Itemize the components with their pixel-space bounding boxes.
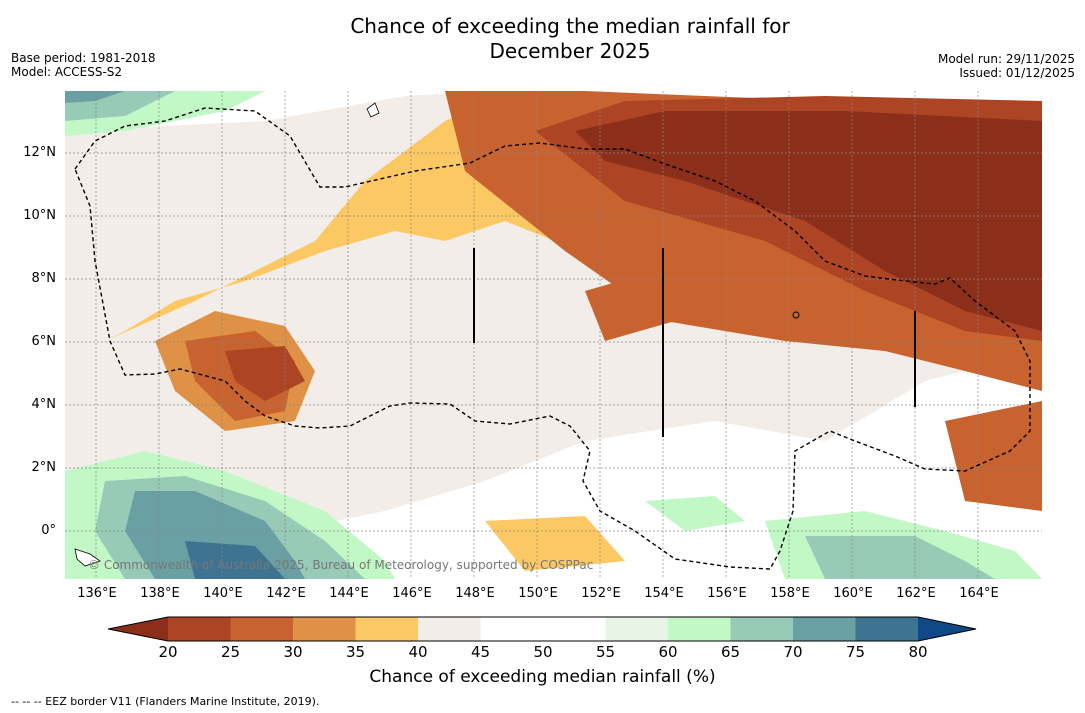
lon-label-142: 142°E bbox=[266, 586, 306, 601]
lat-label-0: 0° bbox=[41, 523, 56, 538]
region-30-east bbox=[945, 401, 1042, 511]
colorbar-tick-65: 65 bbox=[720, 643, 741, 661]
lon-label-154: 154°E bbox=[644, 586, 684, 601]
title-line-1: Chance of exceeding the median rainfall … bbox=[350, 14, 790, 38]
lon-label-152: 152°E bbox=[581, 586, 621, 601]
island-east bbox=[792, 311, 800, 319]
title-line-2: December 2025 bbox=[489, 39, 651, 63]
region-60-south-center bbox=[645, 496, 745, 531]
island-north bbox=[366, 102, 380, 118]
lon-label-146: 146°E bbox=[392, 586, 432, 601]
colorbar-tick-55: 55 bbox=[595, 643, 616, 661]
island-southwest bbox=[74, 548, 101, 567]
colorbar-tick-45: 45 bbox=[470, 643, 491, 661]
colorbar-tick-50: 50 bbox=[533, 643, 553, 661]
colorbar-bin-55-60 bbox=[605, 617, 668, 641]
lon-label-148: 148°E bbox=[455, 586, 495, 601]
left-metadata: Base period: 1981-2018 Model: ACCESS-S2 bbox=[11, 51, 156, 79]
lon-label-150: 150°E bbox=[518, 586, 558, 601]
colorbar-tick-25: 25 bbox=[220, 643, 241, 661]
colorbar-bin-20-25 bbox=[168, 617, 231, 641]
region-65-south-east bbox=[805, 536, 995, 579]
colorbar-bin-35-40 bbox=[355, 617, 418, 641]
lat-label-2: 2°N bbox=[31, 460, 57, 475]
colorbar-tick-35: 35 bbox=[345, 643, 366, 661]
lon-label-162: 162°E bbox=[896, 586, 936, 601]
colorbar-tick-30: 30 bbox=[283, 643, 303, 661]
colorbar-arrow-high bbox=[918, 617, 976, 641]
lon-label-138: 138°E bbox=[140, 586, 180, 601]
colorbar-tick-40: 40 bbox=[408, 643, 428, 661]
lat-label-8: 8°N bbox=[31, 271, 57, 286]
eez-footnote: -- -- -- EEZ border V11 (Flanders Marine… bbox=[11, 695, 320, 708]
region-40-south bbox=[485, 516, 625, 571]
colorbar-tick-60: 60 bbox=[658, 643, 678, 661]
model-run: Model run: 29/11/2025 bbox=[937, 52, 1075, 66]
model-name: Model: ACCESS-S2 bbox=[11, 65, 123, 79]
colorbar-bin-60-65 bbox=[668, 617, 731, 641]
colorbar-bin-70-75 bbox=[793, 617, 856, 641]
issued-date: Issued: 01/12/2025 bbox=[959, 66, 1075, 80]
region-30-center bbox=[585, 271, 675, 341]
lon-label-156: 156°E bbox=[707, 586, 747, 601]
colorbar-tick-70: 70 bbox=[783, 643, 803, 661]
colorbar-label: Chance of exceeding median rainfall (%) bbox=[369, 667, 716, 687]
lon-label-144: 144°E bbox=[329, 586, 369, 601]
colorbar-outline bbox=[107, 616, 977, 642]
colorbar-tick-75: 75 bbox=[845, 643, 866, 661]
base-period: Base period: 1981-2018 bbox=[11, 51, 156, 65]
colorbar-bin-45-50 bbox=[480, 617, 543, 641]
lat-label-6: 6°N bbox=[31, 334, 57, 349]
right-metadata: Model run: 29/11/2025 Issued: 01/12/2025 bbox=[938, 52, 1075, 80]
colorbar-svg bbox=[107, 616, 977, 642]
lon-label-140: 140°E bbox=[203, 586, 243, 601]
colorbar-bin-30-35 bbox=[293, 617, 356, 641]
colorbar-arrow-low bbox=[108, 617, 168, 641]
lon-label-164: 164°E bbox=[959, 586, 999, 601]
region-70-north-west bbox=[65, 91, 125, 103]
region-20 bbox=[575, 111, 1042, 331]
region-45 bbox=[65, 91, 1042, 531]
lon-label-160: 160°E bbox=[833, 586, 873, 601]
region-75-south-west bbox=[185, 541, 285, 579]
copyright-notice: © Commonwealth of Australia 2025, Bureau… bbox=[88, 558, 594, 572]
colorbar-tick-20: 20 bbox=[158, 643, 178, 661]
colorbar-bin-40-45 bbox=[418, 617, 481, 641]
colorbar-bin-25-30 bbox=[230, 617, 293, 641]
colorbar bbox=[107, 616, 978, 646]
lat-label-12: 12°N bbox=[23, 145, 56, 160]
lon-label-136: 136°E bbox=[77, 586, 117, 601]
colorbar-bin-50-55 bbox=[543, 617, 606, 641]
map-title: Chance of exceeding the median rainfall … bbox=[0, 14, 1085, 64]
colorbar-tick-80: 80 bbox=[908, 643, 928, 661]
lat-label-4: 4°N bbox=[31, 397, 57, 412]
lon-label-158: 158°E bbox=[770, 586, 810, 601]
rainfall-map bbox=[65, 91, 1042, 579]
colorbar-bin-65-70 bbox=[730, 617, 793, 641]
colorbar-bin-75-80 bbox=[855, 617, 918, 641]
map-canvas bbox=[65, 91, 1042, 579]
lat-label-10: 10°N bbox=[23, 208, 56, 223]
